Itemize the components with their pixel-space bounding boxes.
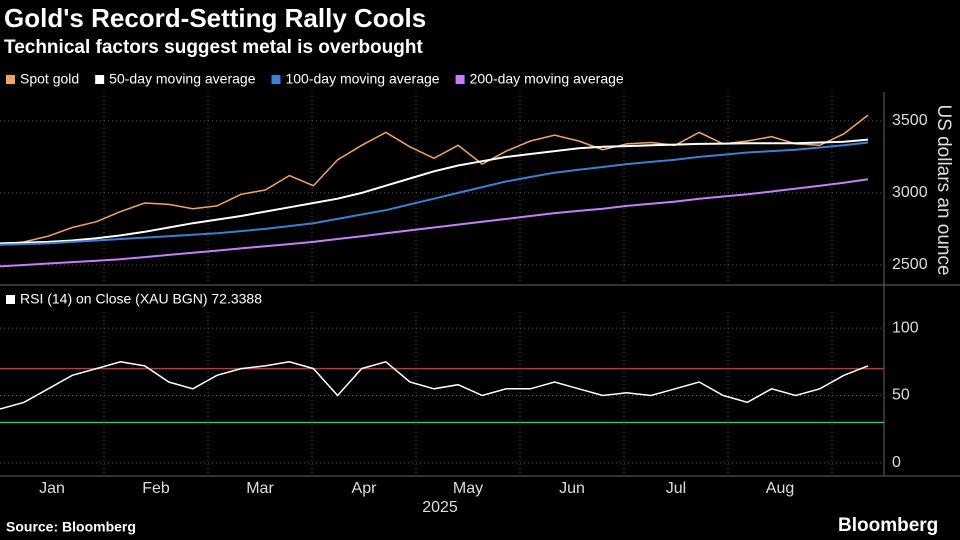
series-line [0,114,869,246]
source: Source: Bloomberg [6,519,136,535]
x-tick-label: Mar [246,480,274,497]
legend-label: 100-day moving average [285,71,439,87]
y-axis-label: US dollars an ounce [933,104,954,275]
x-tick-label: Feb [142,480,170,497]
y-tick-label: 100 [892,319,919,336]
legend-swatch [6,75,15,84]
y-tick-label: 50 [892,387,910,404]
x-year-label: 2025 [422,499,458,516]
series-line [0,141,869,246]
x-tick-label: May [453,480,483,497]
series-line [0,360,869,410]
y-tick-label: 2500 [892,256,928,273]
legend-label: 200-day moving average [470,71,624,87]
legend-label: 50-day moving average [109,71,256,87]
chart-title: Gold's Record-Setting Rally Cools [4,3,426,33]
series-line [0,138,869,245]
legend-swatch [95,75,105,84]
x-tick-label: Jan [39,480,65,497]
legend-swatch [455,75,465,84]
x-tick-label: Jun [559,480,585,497]
legend-label: Spot gold [20,71,79,87]
y-tick-label: 3500 [892,112,928,129]
y-tick-label: 0 [892,454,901,471]
brand: Bloomberg [838,515,938,536]
x-tick-label: Jul [666,480,686,497]
x-tick-label: Apr [352,480,378,497]
series-line [0,178,869,268]
chart-subtitle: Technical factors suggest metal is overb… [4,37,423,58]
rsi-label: RSI (14) on Close (XAU BGN) 72.3388 [20,291,262,307]
rsi-legend-swatch [6,295,15,304]
x-tick-label: Aug [766,480,794,497]
y-tick-label: 3000 [892,184,928,201]
legend-swatch [271,75,281,84]
